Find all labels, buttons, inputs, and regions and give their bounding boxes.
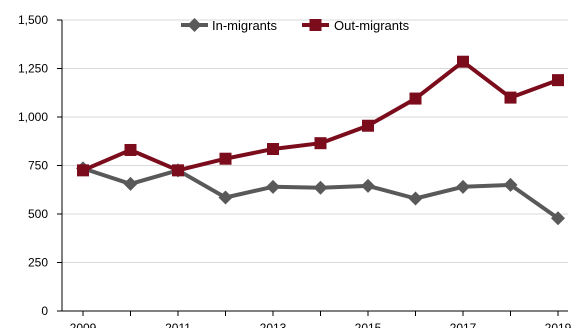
data-point — [552, 74, 564, 87]
data-point — [77, 164, 89, 177]
data-point — [362, 119, 374, 132]
data-point — [124, 143, 137, 156]
data-point — [123, 176, 138, 191]
x-tick-label: 2011 — [165, 321, 191, 328]
data-point — [314, 137, 327, 150]
data-point — [456, 179, 470, 194]
data-point — [551, 211, 565, 226]
series-lines — [76, 55, 565, 226]
data-point — [313, 180, 328, 195]
x-tick-label: 2017 — [450, 321, 477, 328]
x-tick-label: 2015 — [355, 321, 382, 328]
data-point — [266, 179, 280, 194]
data-point — [267, 143, 279, 156]
series-line-out-migrants — [82, 59, 559, 173]
data-point — [503, 177, 518, 192]
data-point — [409, 92, 422, 105]
legend-marker — [187, 18, 202, 32]
legend-item: In-migrants — [181, 18, 278, 33]
y-tick-label: 1,500 — [18, 13, 48, 27]
data-point — [408, 191, 423, 206]
y-tick-label: 1,250 — [18, 62, 48, 76]
y-tick-labels: 0 250 500 750 1,000 1,250 1,500 — [18, 13, 48, 318]
axes — [57, 19, 568, 316]
y-tick-label: 0 — [41, 304, 48, 318]
x-tick-label: 2009 — [70, 321, 97, 328]
y-tick-label: 750 — [28, 159, 48, 173]
data-point — [172, 164, 184, 177]
legend-marker — [309, 19, 322, 31]
x-tick-label: 2013 — [260, 321, 287, 328]
legend: In-migrants Out-migrants — [181, 18, 410, 33]
data-point — [219, 152, 232, 165]
legend-item: Out-migrants — [302, 18, 410, 33]
data-point — [457, 55, 469, 68]
y-tick-label: 250 — [28, 256, 48, 270]
legend-label: Out-migrants — [334, 18, 410, 33]
legend-label: In-migrants — [212, 18, 278, 33]
x-tick-label: 2019 — [545, 321, 572, 328]
y-tick-label: 500 — [28, 207, 48, 221]
y-tick-label: 1,000 — [18, 110, 48, 124]
data-point — [504, 91, 517, 104]
x-tick-labels: 2009 2011 2013 2015 2017 2019 — [70, 321, 572, 328]
data-point — [361, 178, 375, 193]
data-point — [218, 190, 233, 205]
